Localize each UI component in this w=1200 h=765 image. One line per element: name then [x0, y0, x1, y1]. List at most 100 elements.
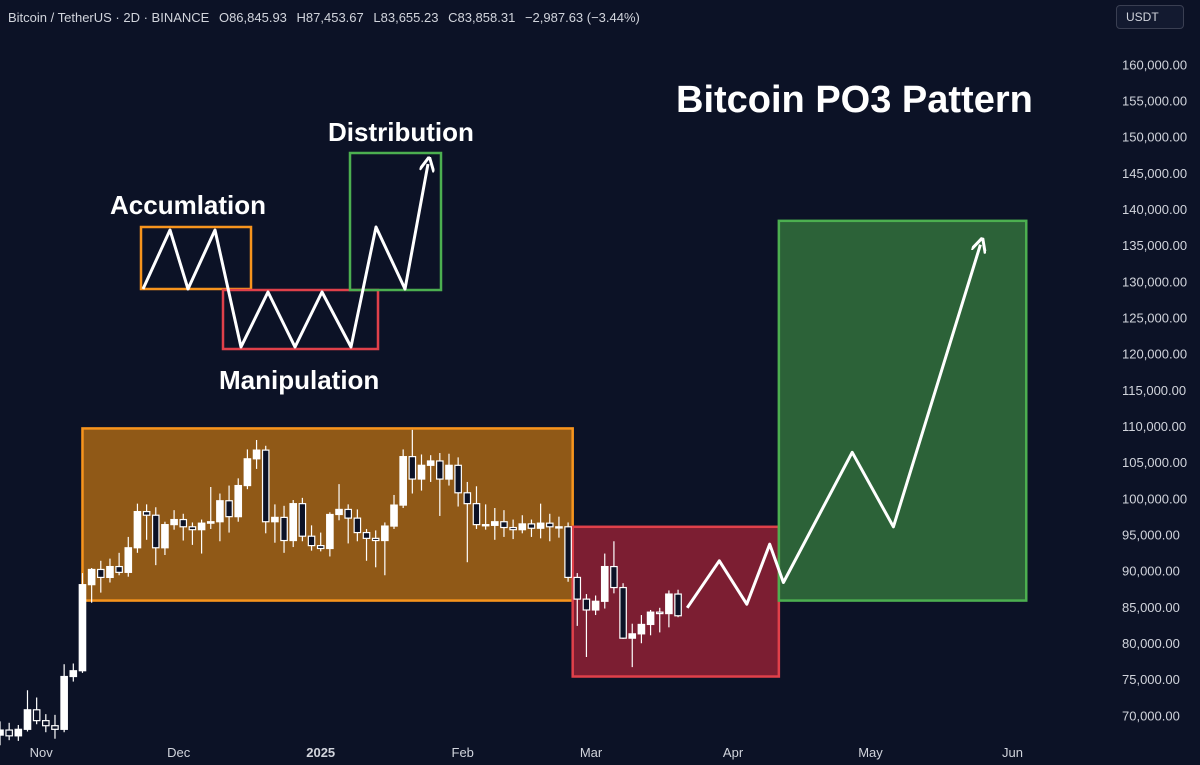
- candle: [426, 455, 435, 482]
- candle-body: [32, 709, 41, 722]
- x-tick-label: Dec: [167, 745, 191, 760]
- candle-body: [161, 524, 169, 549]
- distribution-legend-box: [348, 151, 443, 292]
- candle-body: [536, 522, 545, 529]
- candle: [582, 594, 591, 657]
- candle-body: [115, 565, 123, 573]
- candle-body: [454, 464, 462, 494]
- candle: [0, 721, 4, 746]
- candle: [96, 560, 105, 593]
- candle-body: [216, 500, 224, 523]
- candle-body: [133, 511, 142, 549]
- candle-body: [96, 568, 105, 579]
- change-value: −2,987.63 (−3.44%): [524, 10, 640, 25]
- candle: [591, 595, 600, 616]
- candle: [170, 510, 178, 530]
- candle: [87, 568, 96, 603]
- candle-body: [637, 623, 646, 635]
- y-tick-label: 85,000.00: [1122, 600, 1180, 615]
- candle: [399, 449, 407, 508]
- candle: [289, 500, 298, 548]
- pattern-legend: Accumlation Manipulation Distribution: [110, 117, 474, 395]
- candle: [637, 615, 646, 644]
- candle-body: [252, 449, 261, 460]
- x-tick-label: Apr: [723, 745, 744, 760]
- distribution-zone: [777, 219, 1028, 602]
- candle-body: [142, 511, 151, 516]
- y-tick-label: 70,000.00: [1122, 708, 1180, 723]
- y-tick-label: 80,000.00: [1122, 636, 1180, 651]
- candle-body: [417, 464, 426, 480]
- accumulation-legend-box: [139, 225, 253, 291]
- candle-body: [545, 522, 554, 528]
- candle-body: [426, 460, 435, 466]
- candle-body: [289, 503, 298, 542]
- candle: [555, 516, 563, 538]
- candle-body: [500, 521, 508, 529]
- candle-body: [23, 709, 32, 730]
- candle-body: [646, 611, 655, 626]
- y-tick-label: 125,000.00: [1122, 310, 1187, 325]
- candle: [243, 449, 252, 490]
- candle: [573, 573, 582, 626]
- candle: [60, 664, 68, 733]
- y-tick-label: 160,000.00: [1122, 57, 1187, 72]
- candle: [536, 503, 545, 539]
- candle: [298, 497, 307, 542]
- candle-body: [151, 514, 160, 549]
- x-tick-label: Nov: [30, 745, 54, 760]
- candle-body: [555, 526, 563, 529]
- candle: [69, 663, 78, 682]
- candle: [32, 697, 41, 725]
- candle: [545, 513, 554, 542]
- candle-body: [362, 531, 371, 539]
- candle: [252, 439, 261, 469]
- candle-body: [353, 517, 362, 534]
- candle-body: [564, 526, 572, 579]
- candle-body: [179, 518, 188, 528]
- y-tick-label: 100,000.00: [1122, 491, 1187, 506]
- candle: [151, 507, 160, 566]
- y-tick-label: 155,000.00: [1122, 93, 1187, 108]
- candle: [646, 609, 655, 636]
- candle-body: [591, 600, 600, 611]
- candle: [472, 486, 481, 529]
- x-tick-label: Feb: [452, 745, 474, 760]
- y-tick-label: 145,000.00: [1122, 166, 1187, 181]
- candle: [436, 453, 444, 516]
- candle: [353, 509, 362, 542]
- candle: [463, 481, 472, 563]
- candle-body: [573, 576, 582, 600]
- y-tick-label: 75,000.00: [1122, 672, 1180, 687]
- projection-layer: [685, 245, 980, 609]
- candle-body: [78, 584, 87, 672]
- candle: [23, 690, 32, 732]
- x-tick-label: Mar: [580, 745, 603, 760]
- candle-body: [261, 449, 270, 523]
- currency-button[interactable]: USDT: [1116, 5, 1184, 29]
- candle: [665, 590, 673, 628]
- candle-body: [527, 523, 536, 529]
- manipulation-label: Manipulation: [219, 365, 379, 395]
- candle: [674, 589, 682, 618]
- symbol-name: Bitcoin / TetherUS · 2D · BINANCE: [8, 10, 210, 25]
- candle-body: [69, 670, 78, 678]
- candle: [600, 553, 609, 609]
- candle: [481, 504, 490, 530]
- y-tick-label: 90,000.00: [1122, 564, 1180, 579]
- accumulation-label: Accumlation: [110, 190, 266, 220]
- candle: [115, 552, 123, 576]
- candle: [197, 519, 206, 554]
- close-value: C83,858.31: [448, 10, 516, 25]
- candle-body: [14, 728, 23, 737]
- candle: [564, 522, 572, 582]
- candle-body: [600, 565, 609, 602]
- candle-body: [51, 725, 59, 730]
- candle: [225, 485, 233, 533]
- candle-body: [225, 500, 233, 518]
- y-tick-label: 140,000.00: [1122, 202, 1187, 217]
- candle: [518, 515, 527, 534]
- distribution-label: Distribution: [328, 117, 474, 147]
- candle: [316, 532, 325, 552]
